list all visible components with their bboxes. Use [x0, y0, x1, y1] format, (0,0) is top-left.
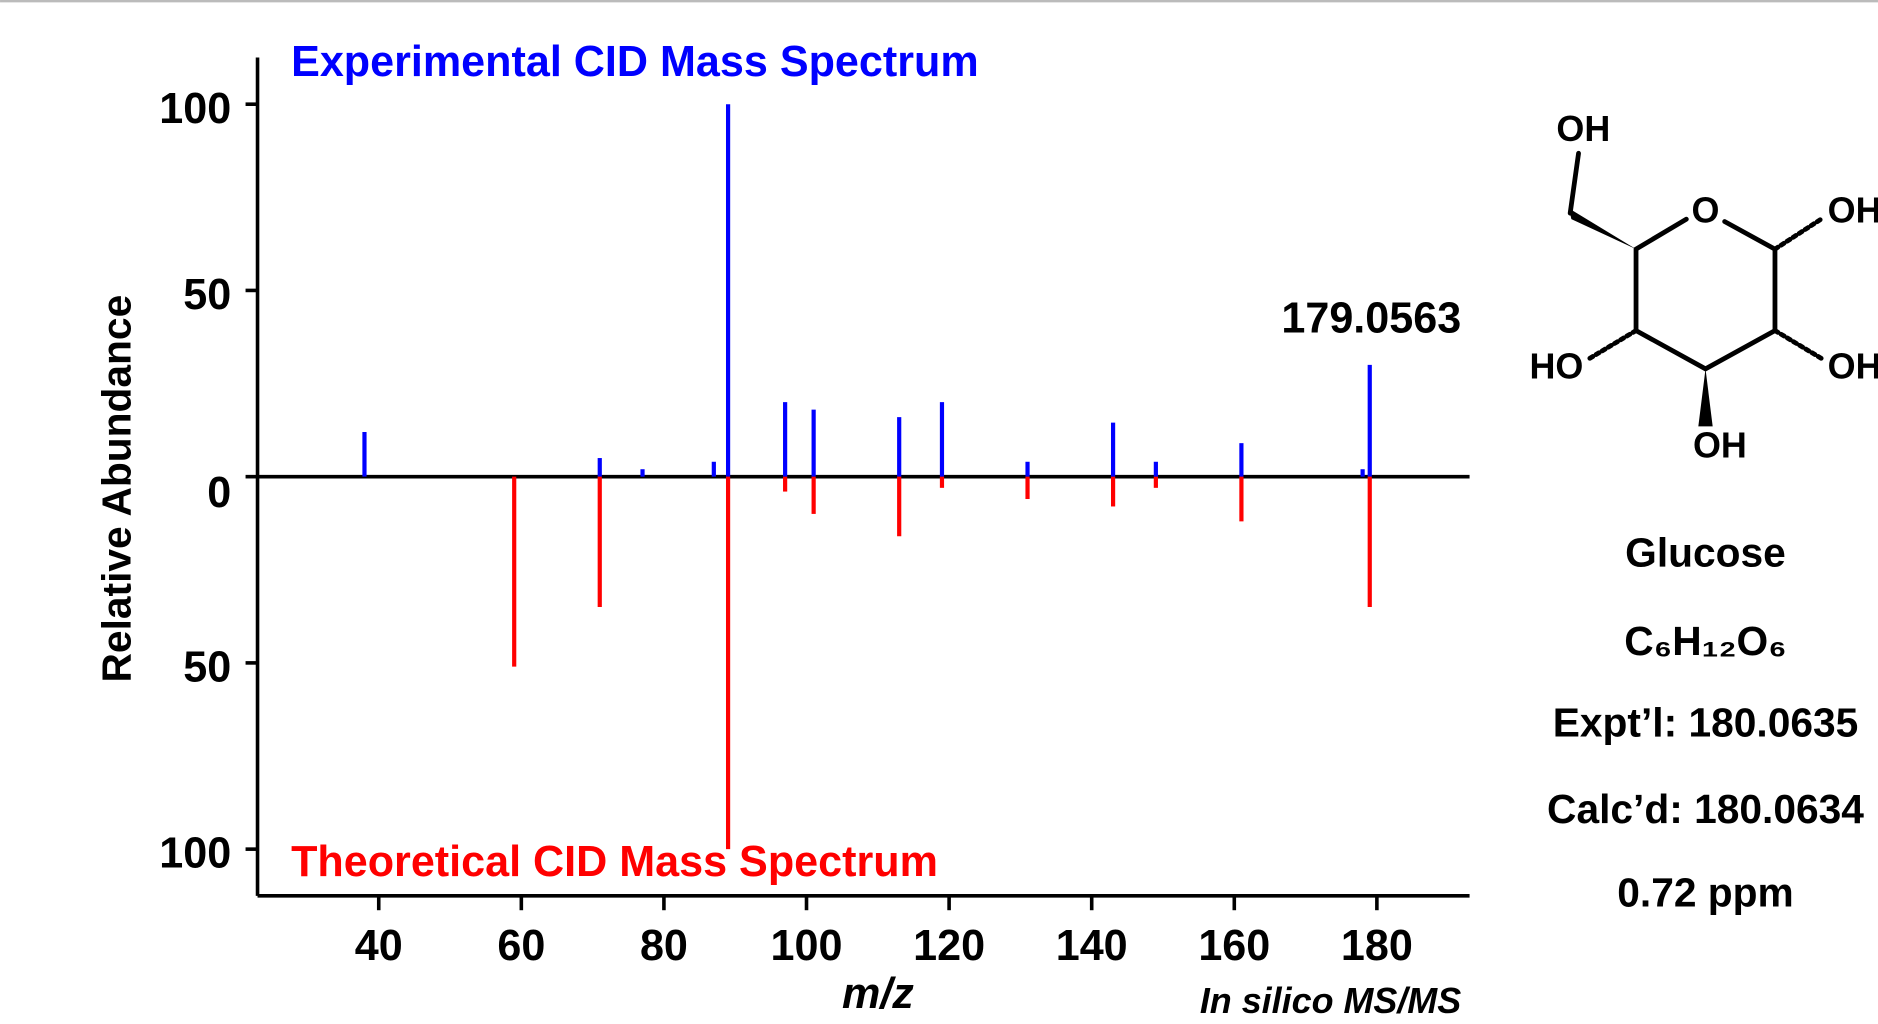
formula: C₆H₁₂O₆: [1624, 618, 1786, 664]
x-tick-label: 160: [1198, 922, 1270, 970]
peak-annotation: 179.0563: [1281, 294, 1461, 342]
x-axis-label: m/z: [842, 970, 914, 1018]
y-axis-label: Relative Abundance: [94, 295, 140, 683]
series-title: Experimental CID Mass Spectrum: [291, 38, 979, 86]
x-tick-label: 40: [355, 922, 403, 970]
y-tick-label: 50: [183, 643, 231, 691]
mass-error: 0.72 ppm: [1617, 870, 1794, 916]
y-tick-label: 0: [207, 469, 231, 517]
structure: OH O OH HO OH OH: [1529, 108, 1878, 465]
x-tick-label: 180: [1341, 922, 1413, 970]
x-tick-label: 120: [913, 922, 985, 970]
x-tick-label: 80: [640, 922, 688, 970]
ring: [1633, 216, 1778, 372]
hashed-bond: [1772, 328, 1826, 362]
atom-label: OH: [1693, 424, 1747, 465]
footer-note: In silico MS/MS: [1200, 980, 1461, 1021]
atom-label: OH: [1828, 190, 1878, 231]
x-tick-label: 100: [771, 922, 843, 970]
x-tick-label: 60: [497, 922, 545, 970]
y-tick-label: 100: [159, 830, 231, 878]
atom-label: OH: [1828, 345, 1878, 386]
compound-name: Glucose: [1625, 529, 1786, 575]
calculated-mass: Calc’d: 180.0634: [1547, 786, 1864, 832]
y-tick-label: 100: [159, 85, 231, 133]
wedge-bond: [1568, 208, 1637, 250]
hashed-bond: [1772, 215, 1826, 252]
y-tick-label: 50: [183, 271, 231, 319]
wedge-bond: [1698, 368, 1713, 427]
x-tick-label: 140: [1056, 922, 1128, 970]
atom-label: OH: [1556, 108, 1610, 149]
series-title: Theoretical CID Mass Spectrum: [291, 838, 938, 886]
hashed-bond: [1585, 328, 1639, 362]
atom-label: O: [1692, 190, 1720, 231]
atom-label: HO: [1529, 345, 1583, 386]
experimental-mass: Expt’l: 180.0635: [1553, 700, 1859, 746]
bond: [1567, 150, 1581, 216]
